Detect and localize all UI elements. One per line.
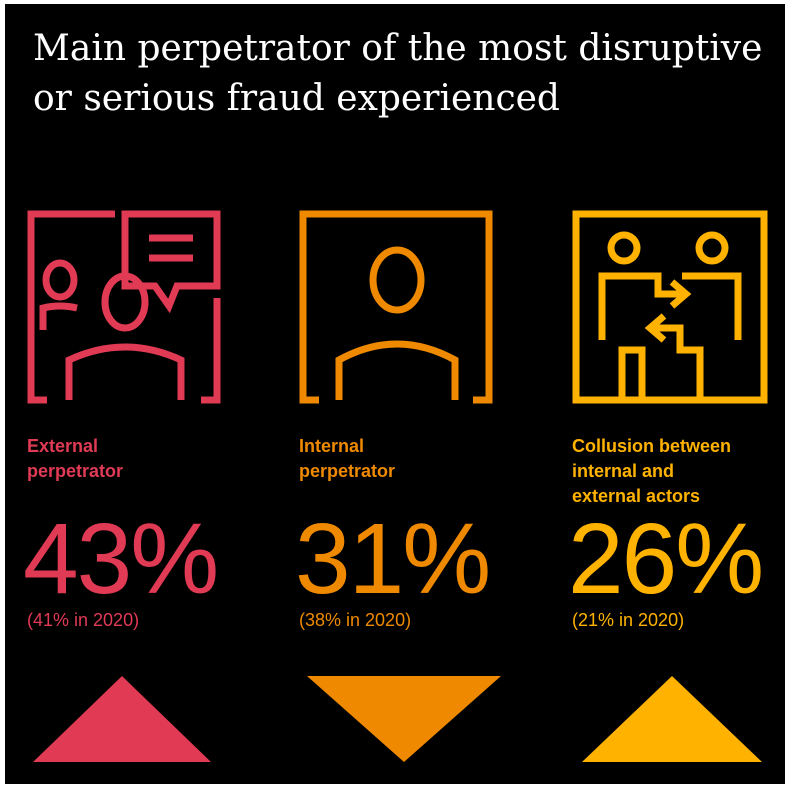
label-line: External xyxy=(27,436,99,456)
label-line: Internal xyxy=(299,436,365,456)
person-in-frame-icon xyxy=(299,210,493,404)
internal-previous-year: (38% in 2020) xyxy=(299,610,412,630)
collusion-label: Collusion between internal and external … xyxy=(572,434,792,509)
two-people-exchange-arrows-icon xyxy=(572,210,768,404)
title-line-1: Main perpetrator of the most disruptive xyxy=(33,28,763,69)
external-previous-year: (41% in 2020) xyxy=(27,610,140,630)
internal-percentage: 31% xyxy=(295,503,491,615)
external-perpetrator-label: External perpetrator xyxy=(27,434,257,484)
external-percentage: 43% xyxy=(23,503,219,615)
trend-down-triangle-icon xyxy=(307,676,501,762)
label-line: perpetrator xyxy=(27,461,124,481)
label-line: perpetrator xyxy=(299,461,396,481)
title-line-2: or serious fraud experienced xyxy=(33,78,560,119)
internal-perpetrator-label: Internal perpetrator xyxy=(299,434,529,484)
trend-up-triangle-icon xyxy=(33,676,211,762)
page-title: Main perpetrator of the most disruptive … xyxy=(33,24,773,124)
collusion-previous-year: (21% in 2020) xyxy=(572,610,685,630)
label-line: internal and xyxy=(572,461,675,481)
infographic-panel: Main perpetrator of the most disruptive … xyxy=(5,4,785,784)
label-line: external actors xyxy=(572,486,701,506)
collusion-percentage: 26% xyxy=(568,503,764,615)
two-people-speech-bubble-icon xyxy=(27,210,221,404)
trend-up-triangle-icon xyxy=(582,676,762,762)
label-line: Collusion between xyxy=(572,436,732,456)
